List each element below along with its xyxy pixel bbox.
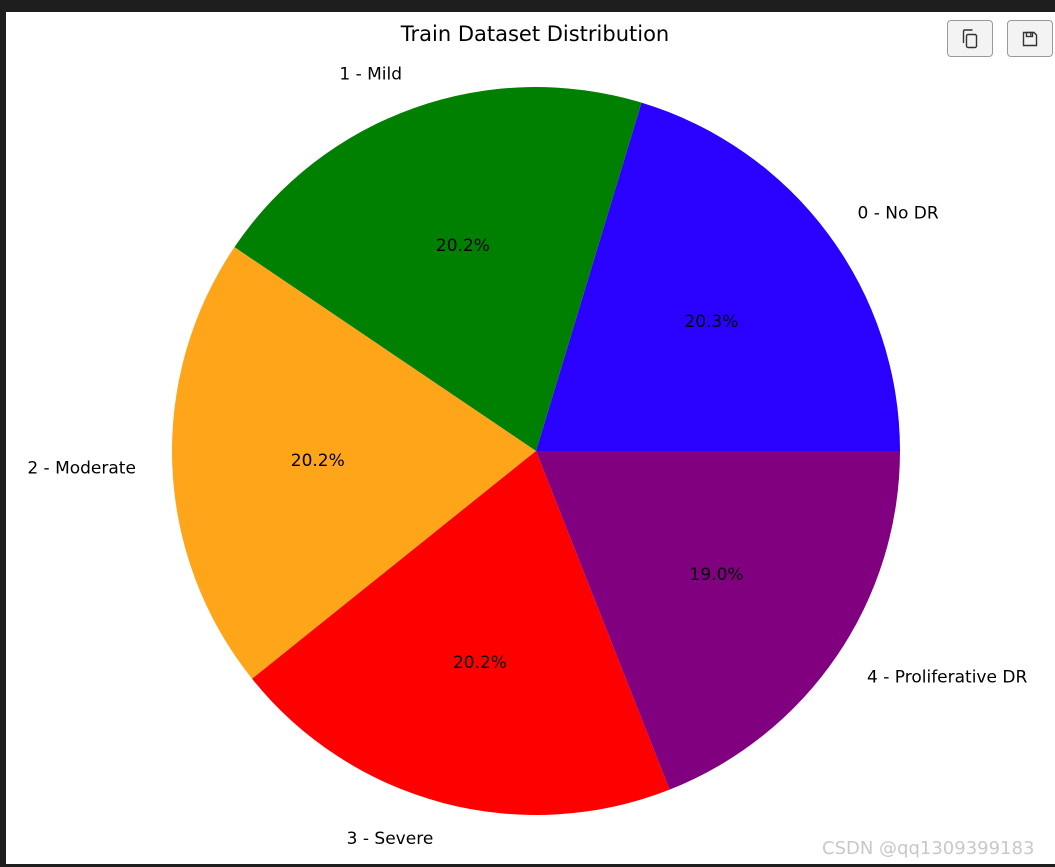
pie-slice-3 <box>252 451 670 815</box>
pie-slice-4 <box>536 451 900 790</box>
copy-icon <box>962 28 978 48</box>
save-button[interactable] <box>1007 20 1053 57</box>
pie-percent-label-1: 20.2% <box>436 236 490 256</box>
pie-category-label-2: 2 - Moderate <box>27 458 136 478</box>
watermark: CSDN @qq1309399183 <box>822 838 1035 859</box>
pie-slice-1 <box>234 87 642 452</box>
pie-category-label-1: 1 - Mild <box>339 65 402 85</box>
copy-button[interactable] <box>947 20 993 57</box>
pie-percent-label-2: 20.2% <box>291 451 345 471</box>
pie-slice-2 <box>172 247 536 679</box>
pie-category-label-4: 4 - Proliferative DR <box>867 667 1027 687</box>
pie-category-label-0: 0 - No DR <box>858 203 939 223</box>
chart-title: Train Dataset Distribution <box>400 22 670 46</box>
pie-slices <box>172 87 900 815</box>
save-icon <box>1022 31 1038 46</box>
pie-percent-label-3: 20.2% <box>453 653 507 673</box>
pie-percent-label-4: 19.0% <box>690 565 744 585</box>
pie-percent-label-0: 20.3% <box>684 312 738 332</box>
pie-category-labels: 0 - No DR 1 - Mild 2 - Moderate 3 - Severe 4… <box>27 65 1027 849</box>
pie-category-label-3: 3 - Severe <box>347 829 434 849</box>
pie-percent-labels: 20.3% 20.2% 20.2% 20.2% 19.0% <box>291 236 744 673</box>
pie-slice-0 <box>536 102 900 452</box>
